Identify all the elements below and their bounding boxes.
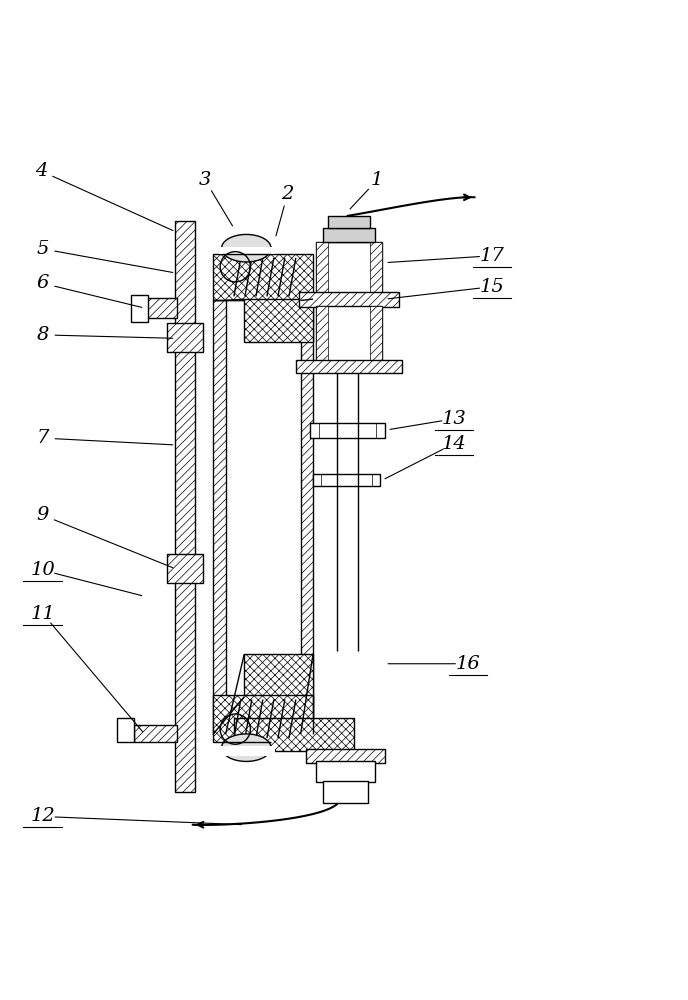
Bar [175,221,195,792]
Bar [244,299,313,342]
Text: 2: 2 [281,185,294,203]
Bar [316,306,382,362]
Text: 17: 17 [480,247,504,265]
Text: 12: 12 [30,807,55,825]
Bar [316,306,328,362]
Bar [117,718,134,742]
Bar [370,306,382,362]
Bar [328,216,370,228]
Bar [316,242,382,294]
Bar [323,781,368,803]
Bar [219,247,275,254]
Text: 3: 3 [199,171,211,189]
Text: 7: 7 [36,429,49,447]
Text: 11: 11 [30,605,55,623]
Bar [316,242,328,294]
Text: 15: 15 [480,278,504,296]
Bar [299,292,399,307]
Bar [131,295,148,322]
Text: 5: 5 [36,240,49,258]
Bar [316,761,375,782]
Text: 1: 1 [371,171,383,189]
Bar [370,242,382,294]
Bar [234,718,354,751]
Text: 6: 6 [36,274,49,292]
Text: 8: 8 [36,326,49,344]
Text: 10: 10 [30,561,55,579]
Ellipse shape [222,734,271,761]
Text: 13: 13 [442,410,466,428]
Text: 14: 14 [442,435,466,453]
Text: 4: 4 [35,162,47,180]
Text: 16: 16 [455,655,480,673]
Bar [301,300,313,722]
Bar [296,360,402,373]
Bar [306,749,385,763]
Bar [134,725,177,742]
Bar [213,695,313,742]
Bar [167,323,203,352]
Bar [167,554,203,583]
Bar [323,228,376,242]
Bar [213,722,313,734]
Ellipse shape [222,234,271,262]
Bar [244,654,313,697]
Bar [219,746,275,756]
Bar [213,254,313,300]
Bar [313,474,380,486]
Bar [310,423,385,438]
Text: 9: 9 [36,506,49,524]
Bar [213,300,226,722]
Bar [134,298,177,318]
